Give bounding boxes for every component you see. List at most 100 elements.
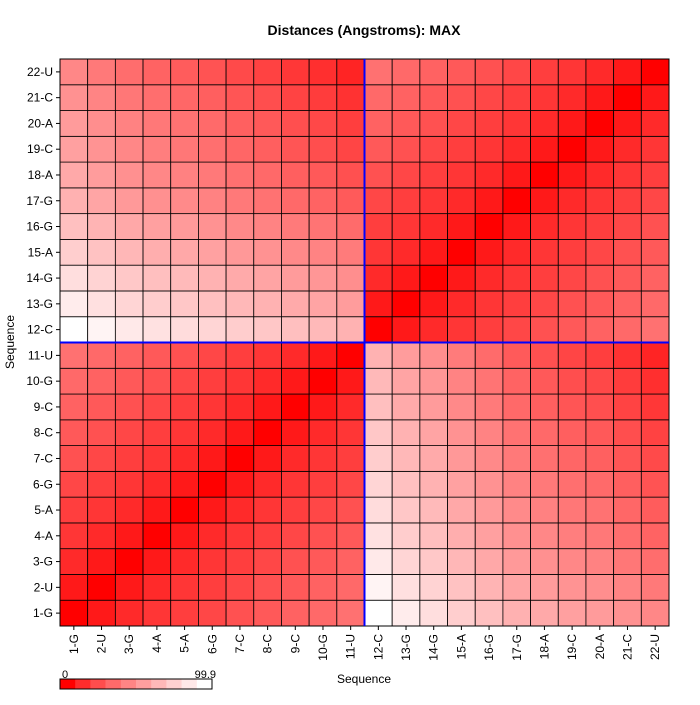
heatmap-cell-4-1 <box>59 522 89 550</box>
x-tick-label: 17-G <box>510 634 524 661</box>
heatmap-cell-16-1 <box>59 213 89 240</box>
heatmap-cell-19-21 <box>613 135 642 163</box>
heatmap-cell-22-1 <box>59 58 89 86</box>
heatmap-cell-13-21 <box>613 290 642 318</box>
heatmap-cell-10-8 <box>253 367 282 395</box>
heatmap-cell-15-7 <box>225 239 255 266</box>
heatmap-cell-4-20 <box>585 522 615 550</box>
x-tick-label: 9-C <box>288 634 302 654</box>
heatmap-cell-2-20 <box>585 574 615 601</box>
y-tick-label: 12-C <box>27 323 53 337</box>
heatmap-cell-2-21 <box>613 574 642 601</box>
heatmap-cell-17-17 <box>502 187 531 215</box>
legend-swatch <box>181 679 198 689</box>
x-tick-label: 1-G <box>67 634 81 654</box>
heatmap-cell-10-1 <box>59 367 89 395</box>
heatmap-cell-14-9 <box>281 264 310 292</box>
heatmap-cell-12-13 <box>391 316 421 343</box>
heatmap-cell-19-11 <box>336 135 365 163</box>
y-tick-label: 16-G <box>26 220 53 234</box>
heatmap-cell-20-11 <box>336 110 365 137</box>
heatmap-cell-7-10 <box>308 445 338 472</box>
heatmap-cell-21-7 <box>225 84 255 111</box>
heatmap-cell-13-9 <box>281 290 310 318</box>
heatmap-cell-9-5 <box>170 393 199 421</box>
heatmap-cell-7-4 <box>142 445 172 472</box>
heatmap-cell-5-3 <box>114 496 144 524</box>
x-tick-label: 6-G <box>205 634 219 654</box>
heatmap-cell-22-6 <box>198 58 227 86</box>
x-tick-label: 7-C <box>233 634 247 654</box>
heatmap-cell-19-13 <box>391 135 421 163</box>
heatmap-cell-3-21 <box>613 548 642 575</box>
heatmap-cell-16-8 <box>253 213 282 240</box>
heatmap-cell-13-22 <box>640 290 670 318</box>
x-tick-label: 16-G <box>482 634 496 661</box>
chart-title: Distances (Angstroms): MAX <box>268 22 462 38</box>
heatmap-cell-14-11 <box>336 264 365 292</box>
y-tick-label: 3-G <box>33 555 53 569</box>
heatmap-cell-14-19 <box>557 264 587 292</box>
heatmap-cell-8-1 <box>59 419 89 446</box>
heatmap-cell-5-1 <box>59 496 89 524</box>
heatmap-cell-15-2 <box>87 239 116 266</box>
heatmap-cell-18-17 <box>502 161 531 189</box>
heatmap-cell-11-5 <box>170 342 199 369</box>
heatmap-cell-20-2 <box>87 110 116 137</box>
heatmap-cell-19-4 <box>142 135 172 163</box>
heatmap-cell-7-7 <box>225 445 255 472</box>
heatmap-cell-5-21 <box>613 496 642 524</box>
heatmap-cell-12-21 <box>613 316 642 343</box>
heatmap-cell-22-14 <box>419 58 448 86</box>
heatmap-cell-7-16 <box>474 445 504 472</box>
heatmap-cell-18-12 <box>364 161 393 189</box>
heatmap-cell-3-3 <box>114 548 144 575</box>
heatmap-cell-17-1 <box>59 187 89 215</box>
heatmap-cell-10-5 <box>170 367 199 395</box>
heatmap-cell-7-14 <box>419 445 448 472</box>
heatmap-cell-1-1 <box>59 599 89 627</box>
heatmap-cell-12-18 <box>530 316 559 343</box>
x-tick-label: 3-G <box>122 634 136 654</box>
heatmap-cell-19-19 <box>557 135 587 163</box>
heatmap-cell-19-5 <box>170 135 199 163</box>
heatmap-cell-12-4 <box>142 316 172 343</box>
heatmap-cell-4-12 <box>364 522 393 550</box>
heatmap-cell-8-2 <box>87 419 116 446</box>
heatmap-cell-1-5 <box>170 599 199 627</box>
heatmap-cell-18-4 <box>142 161 172 189</box>
heatmap-cell-20-6 <box>198 110 227 137</box>
heatmap-cell-12-10 <box>308 316 338 343</box>
x-axis-label: Sequence <box>337 672 391 686</box>
heatmap-cell-17-9 <box>281 187 310 215</box>
heatmap-cell-14-22 <box>640 264 670 292</box>
heatmap-cell-2-11 <box>336 574 365 601</box>
heatmap-cell-19-8 <box>253 135 282 163</box>
heatmap-cell-20-4 <box>142 110 172 137</box>
heatmap-cell-1-16 <box>474 599 504 627</box>
heatmap-cell-18-3 <box>114 161 144 189</box>
heatmap-cell-9-15 <box>447 393 476 421</box>
y-tick-label: 8-C <box>34 426 54 440</box>
heatmap-cell-2-13 <box>391 574 421 601</box>
heatmap-cell-1-15 <box>447 599 476 627</box>
heatmap-cell-4-8 <box>253 522 282 550</box>
heatmap-cell-3-9 <box>281 548 310 575</box>
heatmap-cell-6-13 <box>391 470 421 498</box>
heatmap-cell-9-7 <box>225 393 255 421</box>
heatmap-cell-5-10 <box>308 496 338 524</box>
heatmap-cell-7-20 <box>585 445 615 472</box>
heatmap-cell-7-15 <box>447 445 476 472</box>
heatmap-cell-17-2 <box>87 187 116 215</box>
heatmap-cell-16-16 <box>474 213 504 240</box>
heatmap-cell-2-5 <box>170 574 199 601</box>
heatmap-cell-17-13 <box>391 187 421 215</box>
heatmap-cell-11-4 <box>142 342 172 369</box>
heatmap-cell-17-10 <box>308 187 338 215</box>
heatmap-cell-6-3 <box>114 470 144 498</box>
heatmap-cell-2-16 <box>474 574 504 601</box>
heatmap-cell-13-8 <box>253 290 282 318</box>
heatmap-cell-11-1 <box>59 342 89 369</box>
heatmap-cell-2-8 <box>253 574 282 601</box>
heatmap-cell-5-19 <box>557 496 587 524</box>
